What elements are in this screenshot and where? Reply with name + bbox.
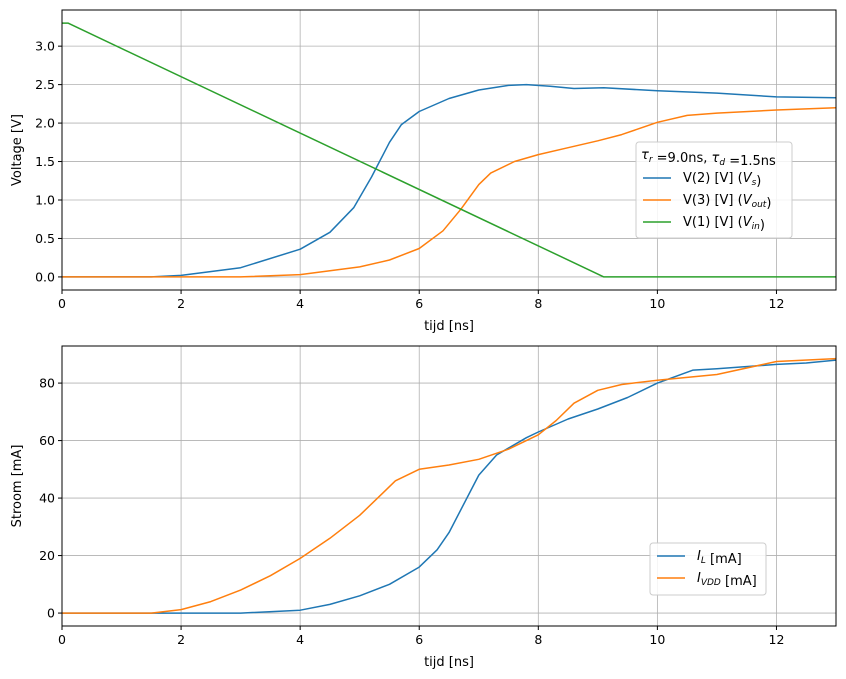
- x-tick-label: 2: [177, 632, 185, 647]
- x-tick-label: 12: [769, 296, 785, 311]
- text-sub: in: [752, 222, 761, 232]
- x-tick-label: 4: [296, 296, 304, 311]
- y-tick-label: 40: [39, 491, 55, 506]
- y-tick-label: 0.0: [35, 269, 55, 284]
- x-tick-label: 6: [415, 632, 423, 647]
- x-tick-label: 8: [534, 632, 542, 647]
- text-part: [mA]: [706, 552, 742, 567]
- y-axis-label: Voltage [V]: [10, 114, 25, 186]
- text-sub: VDD: [701, 578, 721, 588]
- y-tick-label: 3.0: [35, 39, 55, 54]
- x-tick-label: 4: [296, 632, 304, 647]
- y-tick-label: 1.5: [35, 154, 55, 169]
- x-tick-label: 8: [534, 296, 542, 311]
- axes-frame: [61, 345, 837, 627]
- text-var: V: [743, 193, 753, 208]
- chart-2: 0 2 4 6 8 10 12 0 20 40 60 80 tijd [ns] Stroom [mA] IL…: [10, 345, 837, 670]
- series-line-2: [62, 106, 836, 278]
- legend-entry: IVDD [mA]: [697, 571, 757, 589]
- text-part: V(3) [V] (: [683, 193, 743, 208]
- x-axis-label: tijd [ns]: [424, 655, 474, 670]
- x-tick-label: 6: [415, 296, 423, 311]
- text-sub: d: [719, 158, 725, 168]
- axes-frame: [61, 9, 837, 291]
- text-part: ): [760, 218, 765, 233]
- legend-entry: V(1) [V] (Vin): [683, 215, 765, 233]
- x-tick-label: 2: [177, 296, 185, 311]
- text-sub: r: [649, 155, 654, 165]
- legend: IL [mA]IVDD [mA]: [649, 542, 767, 596]
- chart-1: 0 2 4 6 8 10 12 0.0 0.5 1.0 1.5 2.0 2.5 3.0 tijd [ns] V…: [10, 9, 837, 334]
- text-var: V: [743, 215, 753, 230]
- x-tick-label: 0: [58, 296, 66, 311]
- series-line-3: [62, 22, 836, 278]
- x-tick-label: 0: [58, 632, 66, 647]
- y-axis-label: Stroom [mA]: [10, 445, 25, 528]
- x-tick-label: 12: [769, 632, 785, 647]
- legend-entry: IL [mA]: [697, 549, 742, 567]
- x-tick-label: 10: [649, 296, 665, 311]
- y-tick-label: 0: [47, 606, 55, 621]
- legend-box: [635, 141, 793, 239]
- series-line-2: [62, 357, 836, 614]
- y-tick-label: 80: [39, 376, 55, 391]
- text-part: ): [766, 196, 771, 211]
- legend-entry: V(3) [V] (Vout): [683, 193, 771, 211]
- text-part: [mA]: [721, 574, 757, 589]
- text-var: V: [743, 171, 753, 186]
- x-tick-label: 10: [649, 632, 665, 647]
- x-axis-label: tijd [ns]: [424, 319, 474, 334]
- series-line-1: [62, 359, 836, 614]
- legend-title: τr =9.0ns, τd =1.5ns: [641, 148, 776, 169]
- text-part: =1.5ns: [725, 154, 776, 169]
- y-tick-label: 60: [39, 433, 55, 448]
- text-part: V(1) [V] (: [683, 215, 743, 230]
- y-tick-label: 0.5: [35, 231, 55, 246]
- text-sub: out: [752, 200, 767, 210]
- y-tick-label: 20: [39, 548, 55, 563]
- y-tick-label: 1.0: [35, 193, 55, 208]
- text-sub: L: [701, 556, 706, 566]
- y-tick-label: 2.5: [35, 77, 55, 92]
- text-var: I: [697, 549, 701, 564]
- text-part: =9.0ns,: [653, 151, 712, 166]
- legend-entry: V(2) [V] (Vs): [683, 171, 761, 189]
- text-var: I: [697, 571, 701, 586]
- y-tick-label: 2.0: [35, 116, 55, 131]
- text-part: V(2) [V] (: [683, 171, 743, 186]
- text-var: τ: [641, 148, 649, 163]
- text-var: τ: [712, 151, 720, 166]
- text-sub: s: [752, 178, 757, 188]
- series-line-1: [62, 83, 836, 278]
- text-part: ): [756, 174, 761, 189]
